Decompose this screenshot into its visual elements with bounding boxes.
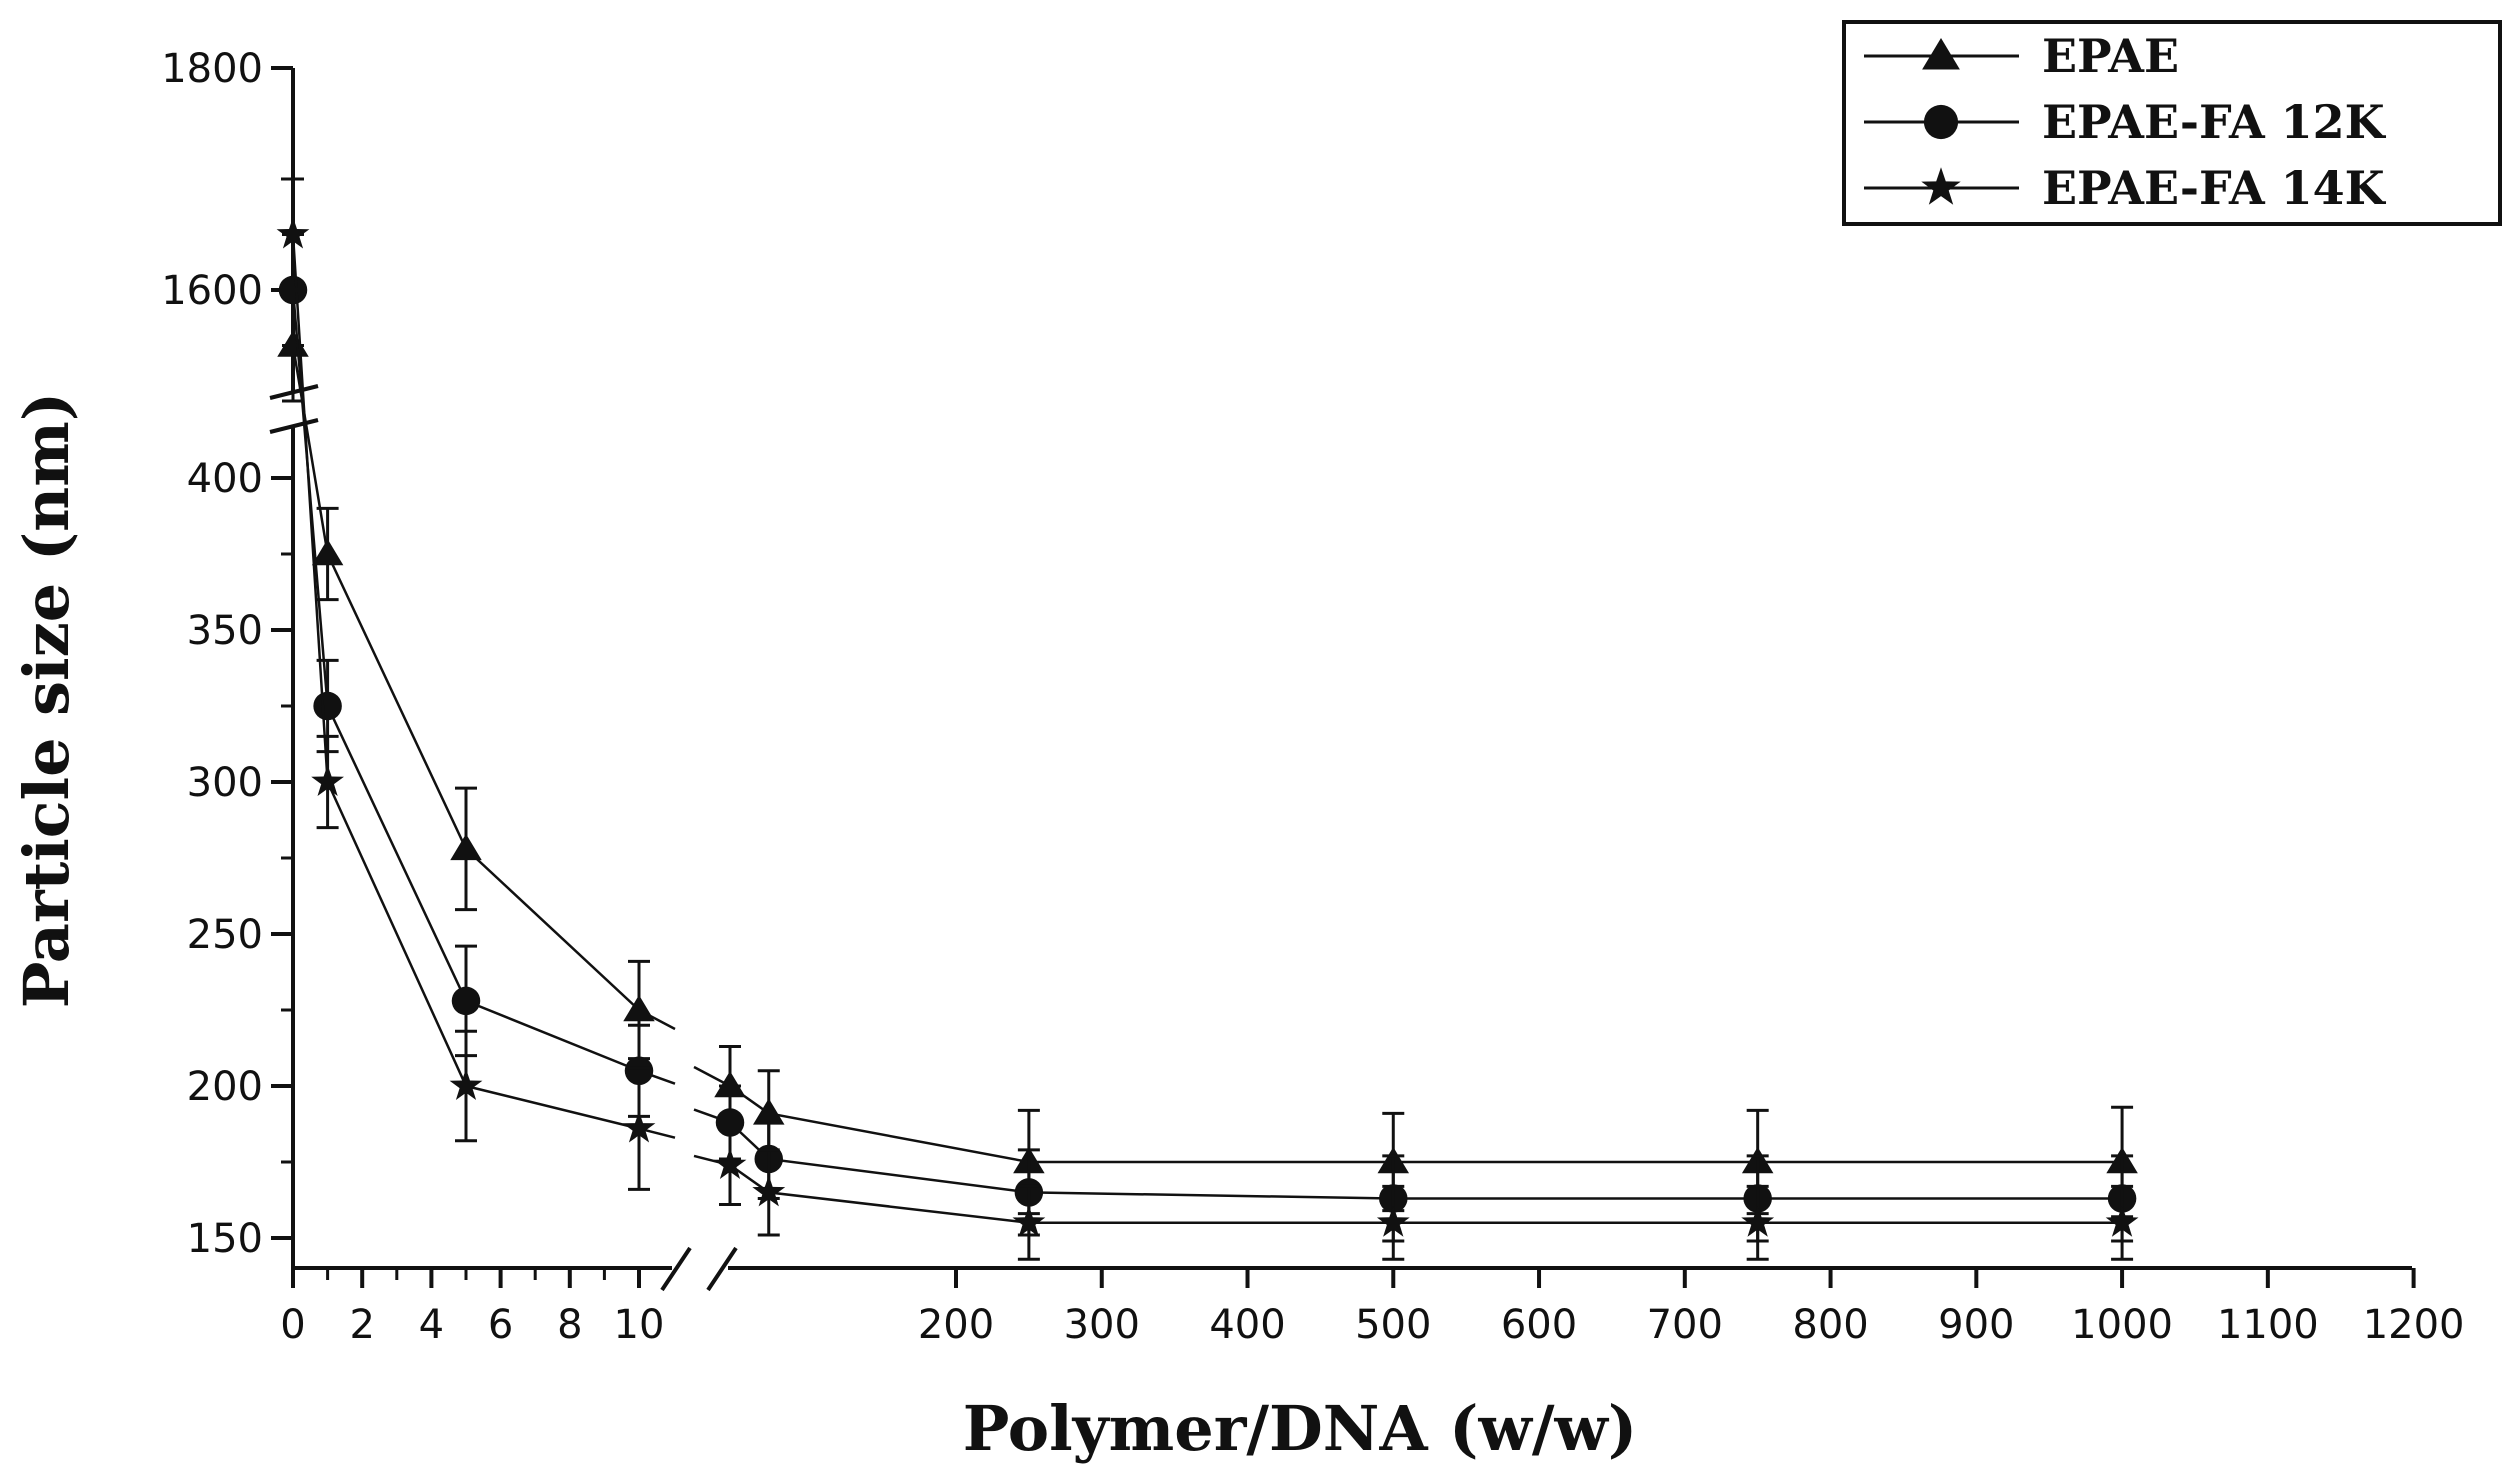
data-point-epae-fa-14k (752, 1175, 786, 1207)
data-point-epae (623, 995, 655, 1022)
y-tick-label: 350 (187, 608, 263, 654)
legend-marker-epae-fa-12k (1923, 104, 1959, 140)
x-tick-label: 300 (1064, 1302, 1140, 1348)
y-break-mark (269, 418, 319, 434)
x-tick-label: 500 (1355, 1302, 1431, 1348)
x-tick-label: 6 (488, 1302, 513, 1348)
series-line-epae-fa-12k (729, 1121, 2123, 1200)
x-tick-label: 0 (280, 1302, 305, 1348)
data-point-epae-fa-14k (1741, 1205, 1775, 1237)
x-tick-label: 10 (614, 1302, 665, 1348)
data-point-epae-fa-14k (622, 1111, 656, 1143)
x-tick-label: 1200 (2363, 1302, 2465, 1348)
x-tick-label: 700 (1647, 1302, 1723, 1348)
data-point-epae-fa-12k (313, 691, 342, 721)
y-tick-label: 150 (187, 1216, 263, 1262)
x-break-mark (660, 1246, 692, 1292)
x-tick-label: 4 (419, 1302, 444, 1348)
y-tick-label: 250 (187, 912, 263, 958)
series-line-epae (729, 1084, 2123, 1164)
data-point-epae (311, 539, 344, 566)
series-line-epae-fa-14k (291, 234, 640, 1130)
x-tick-label: 600 (1501, 1302, 1577, 1348)
y-tick-label: 1600 (161, 268, 263, 314)
data-point-epae-fa-14k (311, 764, 344, 796)
x-tick-label: 2 (349, 1302, 374, 1348)
x-break-mark (706, 1246, 738, 1292)
x-axis-title: Polymer/DNA (w/w) (963, 1392, 1637, 1465)
data-point-epae-fa-14k (1012, 1205, 1046, 1237)
x-tick-label: 800 (1792, 1302, 1868, 1348)
x-tick-label: 1100 (2217, 1302, 2319, 1348)
data-point-epae (714, 1071, 746, 1098)
legend-label-epae-fa-14k: EPAE-FA 14K (2042, 161, 2387, 215)
y-tick-label: 300 (187, 760, 263, 806)
y-tick-label: 400 (187, 456, 263, 502)
y-tick-label: 1800 (161, 46, 263, 92)
legend-marker-epae-fa-14k (1921, 167, 1961, 205)
series-line-epae (291, 345, 640, 1011)
data-point-epae-fa-12k (715, 1108, 745, 1137)
legend-label-epae: EPAE (2042, 29, 2179, 83)
legend-marker-epae (1922, 38, 1960, 70)
data-point-epae-fa-14k (276, 217, 310, 249)
data-point-epae (450, 833, 482, 861)
x-tick-label: 900 (1938, 1302, 2014, 1348)
plot-area: 1800 1600 400 350 300 250 200 150 0 2 4 6 8 10 200 300 4… (161, 46, 2464, 1348)
data-point-epae-fa-12k (451, 986, 481, 1016)
x-tick-label: 1000 (2071, 1302, 2173, 1348)
series-line-epae-fa-14k (729, 1164, 2123, 1225)
x-tick-label: 200 (918, 1302, 994, 1348)
legend-label-epae-fa-12k: EPAE-FA 12K (2042, 95, 2387, 149)
x-tick-label: 400 (1209, 1302, 1285, 1348)
data-point-epae-fa-14k (1376, 1205, 1410, 1237)
data-point-epae-fa-14k (2105, 1205, 2139, 1237)
data-point-epae-fa-14k (449, 1068, 483, 1100)
y-tick-label: 200 (187, 1064, 263, 1110)
y-axis-title: Particle size (nm) (10, 392, 83, 1008)
data-point-epae-fa-14k (713, 1147, 747, 1179)
legend: EPAE EPAE-FA 12K EPAE-FA 14K (1842, 20, 2502, 226)
x-tick-label: 8 (557, 1302, 582, 1348)
